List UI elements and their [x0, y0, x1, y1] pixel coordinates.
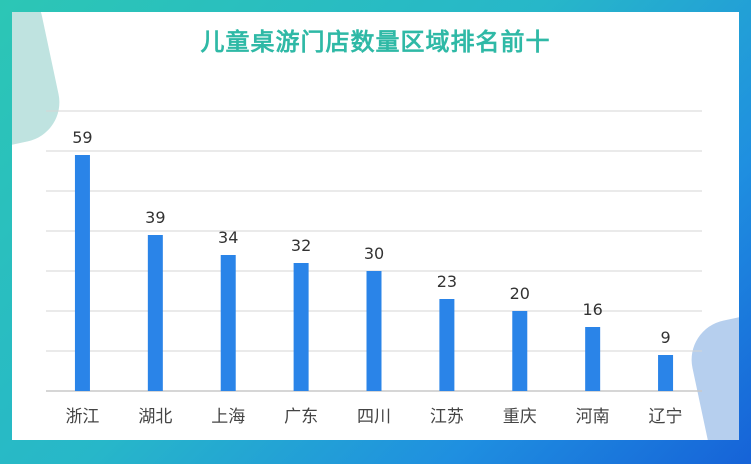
- data-label: 16: [582, 300, 602, 319]
- data-label: 32: [291, 236, 311, 255]
- bar: [512, 311, 528, 391]
- bar-chart: 59 39 34 32 30 23 20 16 9 浙江 湖北 上海 广东 四川 江苏 重庆 河南 辽宁: [46, 110, 702, 427]
- category-label: 广东: [284, 407, 318, 427]
- bar: [658, 355, 674, 391]
- data-label: 39: [145, 208, 165, 227]
- category-label: 上海: [211, 407, 245, 427]
- category-label: 辽宁: [649, 407, 683, 427]
- category-label: 河南: [576, 407, 610, 427]
- data-label: 23: [437, 272, 457, 291]
- category-label: 浙江: [65, 407, 99, 427]
- bar: [293, 263, 309, 391]
- bar: [366, 271, 382, 391]
- bar: [439, 299, 455, 391]
- data-label: 9: [660, 328, 670, 347]
- chart-card: 儿童桌游门店数量区域排名前十 59 39 34 32 30 23 20 16 9 浙江 湖北 上海 广…: [12, 12, 739, 440]
- category-label: 重庆: [503, 407, 537, 427]
- data-label: 20: [510, 284, 530, 303]
- category-label: 四川: [357, 407, 391, 427]
- data-label: 34: [218, 228, 238, 247]
- bar: [585, 327, 601, 391]
- bars: [74, 155, 674, 391]
- category-label: 湖北: [138, 407, 172, 427]
- data-label: 59: [72, 128, 92, 147]
- chart-title: 儿童桌游门店数量区域排名前十: [200, 28, 551, 56]
- category-label: 江苏: [430, 407, 464, 427]
- category-labels: 浙江 湖北 上海 广东 四川 江苏 重庆 河南 辽宁: [65, 407, 682, 427]
- data-label: 30: [364, 244, 384, 263]
- bar: [220, 255, 236, 391]
- bar: [147, 235, 163, 391]
- bar: [74, 155, 90, 391]
- value-labels: 59 39 34 32 30 23 20 16 9: [72, 128, 670, 347]
